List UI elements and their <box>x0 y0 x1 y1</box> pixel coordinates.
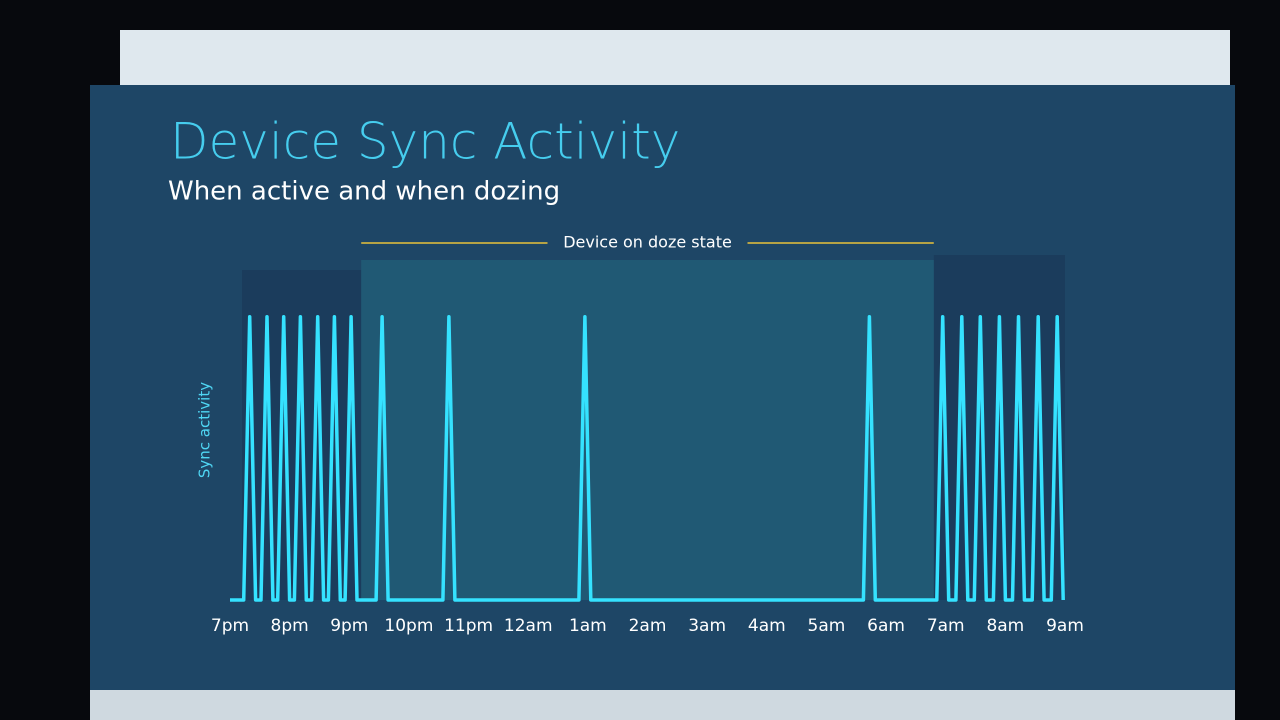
x-tick-label: 4am <box>748 616 786 636</box>
y-axis-label: Sync activity <box>196 382 214 478</box>
x-tick-label: 10pm <box>384 616 433 636</box>
x-tick-label: 8am <box>986 616 1024 636</box>
chart-title: Device Sync Activity <box>170 113 680 171</box>
x-tick-label: 8pm <box>271 616 309 636</box>
doze-region <box>361 260 934 600</box>
x-tick-label: 9am <box>1046 616 1084 636</box>
x-tick-label: 6am <box>867 616 905 636</box>
x-tick-label: 9pm <box>330 616 368 636</box>
x-tick-label: 12am <box>504 616 553 636</box>
annotation-label: Device on doze state <box>563 233 732 252</box>
chart-subtitle: When active and when dozing <box>168 177 560 207</box>
x-tick-label: 2am <box>629 616 667 636</box>
x-tick-label: 1am <box>569 616 607 636</box>
x-tick-label: 7am <box>927 616 965 636</box>
sync-line <box>230 314 1065 602</box>
slide-top-strip <box>120 30 1230 90</box>
x-tick-label: 5am <box>808 616 846 636</box>
x-tick-label: 11pm <box>444 616 493 636</box>
active-region <box>933 255 1065 600</box>
x-tick-label: 3am <box>688 616 726 636</box>
x-tick-label: 7pm <box>211 616 249 636</box>
slide-bottom-strip <box>90 690 1235 720</box>
